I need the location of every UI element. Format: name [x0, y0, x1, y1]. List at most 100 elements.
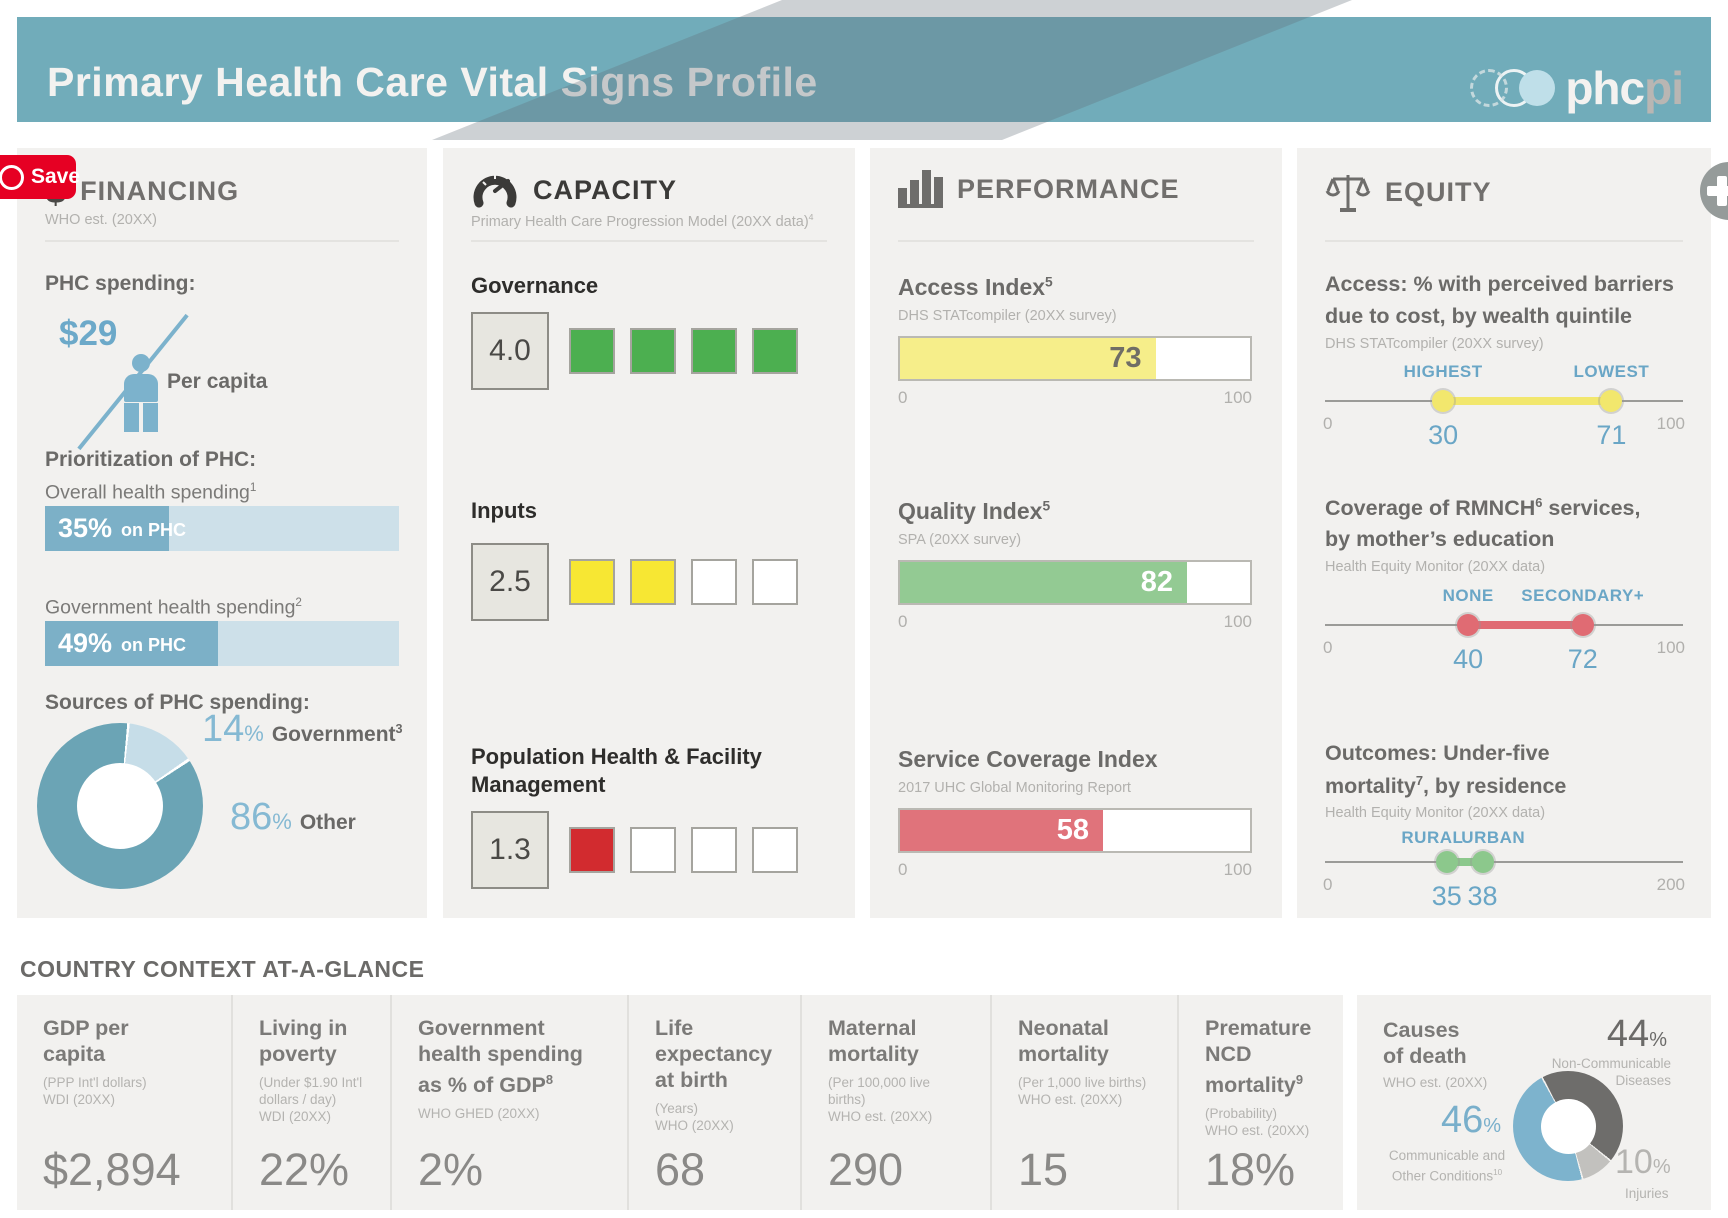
footnote-sup: 10 — [1493, 1168, 1503, 1177]
source-line: dollars / day) — [259, 1092, 337, 1107]
bar-label: Government health spending2 — [45, 596, 302, 620]
end-label-a: RURAL — [1401, 828, 1464, 847]
inputs-row: 2.5 — [471, 543, 798, 621]
heading-text: NCD mortality — [1205, 1042, 1296, 1098]
logo-ring-icon — [1470, 69, 1509, 107]
capacity-title: CAPACITY — [533, 174, 678, 205]
heading-line: expectancy — [655, 1042, 773, 1066]
title-text: due to cost, by wealth quintile — [1325, 304, 1632, 328]
person-leg — [143, 403, 158, 432]
pct-sign: % — [1483, 1115, 1502, 1137]
pop-health-label: Population Health & Facility Management — [471, 743, 762, 799]
context-title: COUNTRY CONTEXT AT-A-GLANCE — [20, 956, 425, 982]
end-label-b: URBAN — [1461, 828, 1526, 847]
pop-health-row: 1.3 — [471, 811, 798, 889]
slice-name: Other — [300, 811, 356, 835]
stat-heading: Maternal mortality — [828, 1015, 982, 1067]
heading-line: as % of GDP8 — [418, 1067, 619, 1098]
heading-line: Premature — [1205, 1016, 1312, 1040]
inputs-label: Inputs — [471, 498, 537, 523]
stat-source: (PPP Int'l dollars) WDI (20XX) — [43, 1074, 223, 1108]
bar — [910, 180, 919, 204]
source-line: (Probability) — [1205, 1106, 1278, 1122]
heading-line: Neonatal — [1018, 1016, 1109, 1040]
stat-heading: Neonatal mortality — [1018, 1015, 1169, 1067]
other-slice-label: 86 % Other — [230, 796, 356, 839]
source-line: WDI (20XX) — [43, 1092, 116, 1107]
stat-heading: Premature NCD mortality9 — [1205, 1015, 1335, 1098]
equity-header: EQUITY — [1325, 170, 1492, 214]
source-line: WHO GHED (20XX) — [418, 1106, 540, 1122]
equity-chart1-title-line1: Access: % with perceived barriers — [1325, 272, 1674, 297]
score-cell — [691, 328, 737, 374]
scale-min: 0 — [898, 612, 908, 631]
caption-line: Diseases — [1615, 1073, 1671, 1088]
slice-pct-sign: % — [244, 721, 264, 746]
bar-value: 73 — [1109, 342, 1142, 374]
score-cell — [569, 328, 615, 374]
axis-min: 0 — [1323, 875, 1333, 894]
stat-gdp-per-capita: GDP per capita (PPP Int'l dollars) WDI (… — [17, 995, 231, 1210]
axis-min: 0 — [1323, 638, 1333, 657]
pinterest-icon — [0, 164, 24, 190]
financing-title: FINANCING — [80, 176, 240, 206]
source-line: WHO est. (20XX) — [1018, 1092, 1123, 1107]
government-slice-label: 14 % Government3 — [202, 708, 403, 751]
heading-line: mortality — [1018, 1042, 1109, 1066]
slice-pct-sign: % — [272, 809, 292, 834]
capacity-source-text: Primary Health Care Progression Model (2… — [471, 213, 809, 230]
stat-value: 2% — [418, 1144, 484, 1195]
stat-heading: Living in poverty — [259, 1015, 382, 1067]
pinterest-save-button[interactable]: Save — [0, 155, 80, 199]
bar-value-pct: 35% — [58, 513, 113, 543]
source-line: WHO est. (20XX) — [828, 1109, 933, 1124]
divider — [471, 240, 827, 242]
bar — [922, 170, 931, 204]
equity-chart3-source: Health Equity Monitor (20XX data) — [1325, 805, 1546, 821]
scale-min: 0 — [898, 388, 908, 407]
score-cells — [569, 559, 798, 605]
pop-health-label-line1: Population Health & Facility — [471, 744, 762, 769]
value-b: 38 — [1467, 881, 1498, 911]
heading-text: as % of GDP — [418, 1073, 546, 1098]
axis-max: 100 — [1656, 414, 1685, 433]
slice-name: Government3 — [272, 722, 403, 747]
bar-fill: 73 — [900, 338, 1156, 379]
scale-max: 100 — [1223, 388, 1252, 407]
score-cell — [569, 559, 615, 605]
title-text: , by residence — [1422, 774, 1567, 799]
bar-value-pct: 49% — [58, 628, 113, 658]
index-name-text: Service Coverage Index — [898, 746, 1158, 772]
capacity-header: CAPACITY — [471, 170, 677, 210]
divider — [898, 240, 1254, 242]
bar-label: Overall health spending1 — [45, 481, 256, 505]
dot-a — [1457, 614, 1480, 636]
bar-value: 49% on PHC — [58, 621, 186, 666]
footnote-sup: 4 — [808, 212, 814, 222]
ncd-pct: 44 % — [1607, 1013, 1667, 1056]
bar-value-suffix: on PHC — [121, 635, 187, 655]
dot-b — [1471, 851, 1494, 873]
page-title: Primary Health Care Vital Signs Profile — [47, 59, 818, 105]
bar-value: 82 — [1140, 566, 1173, 598]
stat-heading: Life expectancy at birth — [655, 1015, 792, 1093]
caption-line: Communicable and — [1388, 1148, 1506, 1163]
access-index-source: DHS STATcompiler (20XX survey) — [898, 308, 1117, 324]
dot-b — [1600, 390, 1623, 412]
footnote-sup: 2 — [295, 596, 302, 609]
score-cell — [630, 559, 676, 605]
title-text: services, — [1542, 496, 1641, 521]
injuries-pct: 10 % — [1615, 1143, 1671, 1182]
logo-text-pi: pi — [1644, 62, 1684, 114]
service-coverage-bar: 58 — [898, 808, 1252, 853]
per-capita-label: Per capita — [167, 370, 268, 393]
bar-value: 35% on PHC — [58, 506, 186, 551]
stat-source: (Probability) WHO est. (20XX) — [1205, 1105, 1335, 1139]
end-labels: HIGHEST LOWEST — [1325, 362, 1683, 384]
equity-chart1-title-line2: due to cost, by wealth quintile — [1325, 304, 1632, 329]
footnote-sup: 5 — [1042, 498, 1051, 514]
causes-source: WHO est. (20XX) — [1383, 1075, 1488, 1090]
score-cell — [752, 328, 798, 374]
footnote-sup: 5 — [1045, 274, 1053, 290]
